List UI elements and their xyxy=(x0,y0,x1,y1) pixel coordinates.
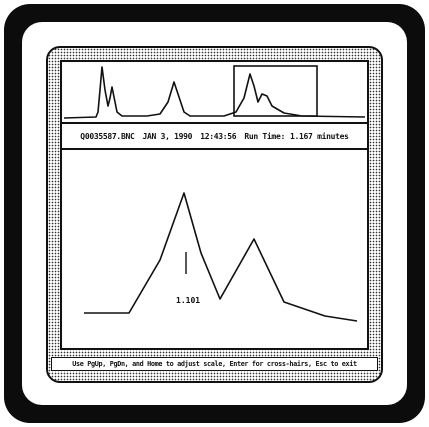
run-date: JAN 3, 1990 xyxy=(142,131,193,141)
run-info-bar: Q0035587.BNC JAN 3, 1990 12:43:56 Run Ti… xyxy=(60,124,369,150)
peak-retention-label: 1.101 xyxy=(176,296,201,305)
overview-trace-svg xyxy=(63,65,366,119)
zoomed-trace-svg xyxy=(84,192,358,322)
overview-chromatogram[interactable] xyxy=(60,60,369,124)
run-time-label: Run Time: xyxy=(244,131,285,141)
run-time-value: 1.167 minutes xyxy=(289,131,349,141)
screen: Q0035587.BNC JAN 3, 1990 12:43:56 Run Ti… xyxy=(22,22,407,405)
zoom-window-box[interactable] xyxy=(233,65,318,117)
run-time-of-day: 12:43:56 xyxy=(200,131,237,141)
help-status-bar: Use PgUp, PgDn, and Home to adjust scale… xyxy=(51,357,378,371)
zoomed-trace xyxy=(84,192,358,322)
chromatogram-window: Q0035587.BNC JAN 3, 1990 12:43:56 Run Ti… xyxy=(46,46,383,383)
filename: Q0035587.BNC xyxy=(80,131,135,141)
monitor-bezel: Q0035587.BNC JAN 3, 1990 12:43:56 Run Ti… xyxy=(4,4,425,423)
zoomed-chromatogram[interactable]: 1.101 xyxy=(60,150,369,350)
overview-trace xyxy=(63,66,366,119)
